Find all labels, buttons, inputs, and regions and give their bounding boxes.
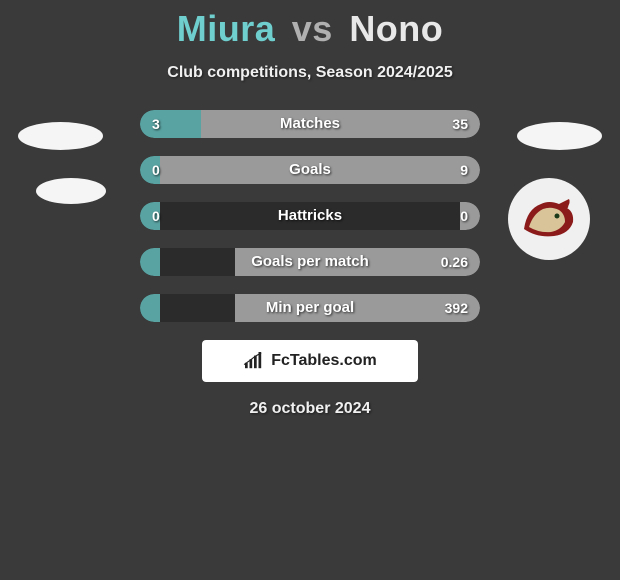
stat-bars: 3Matches350Goals90Hattricks0Goals per ma… xyxy=(140,110,480,322)
subtitle: Club competitions, Season 2024/2025 xyxy=(0,64,620,82)
bar-label: Goals xyxy=(140,156,480,184)
bar-right-value: 35 xyxy=(452,110,468,138)
stat-bar: 0Hattricks0 xyxy=(140,202,480,230)
left-player-photo xyxy=(36,178,106,204)
right-team-logo xyxy=(517,122,602,150)
brand-footer: FcTables.com xyxy=(202,340,418,382)
bar-label: Hattricks xyxy=(140,202,480,230)
bar-label: Goals per match xyxy=(140,248,480,276)
right-player-badge xyxy=(508,178,590,260)
bar-right-value: 0.26 xyxy=(441,248,468,276)
bar-label: Min per goal xyxy=(140,294,480,322)
comparison-title: Miura vs Nono xyxy=(0,0,620,50)
snapshot-date: 26 october 2024 xyxy=(0,400,620,418)
bar-right-value: 0 xyxy=(460,202,468,230)
stat-bar: 3Matches35 xyxy=(140,110,480,138)
bar-right-value: 392 xyxy=(445,294,468,322)
stat-bar: 0Goals9 xyxy=(140,156,480,184)
bar-chart-icon xyxy=(243,352,265,370)
coyote-icon xyxy=(519,194,579,244)
player1-name: Miura xyxy=(177,8,276,49)
stat-bar: Goals per match0.26 xyxy=(140,248,480,276)
left-team-logo xyxy=(18,122,103,150)
vs-separator: vs xyxy=(292,8,333,49)
stat-bar: Min per goal392 xyxy=(140,294,480,322)
bar-label: Matches xyxy=(140,110,480,138)
bar-right-value: 9 xyxy=(460,156,468,184)
player2-name: Nono xyxy=(349,8,443,49)
brand-text: FcTables.com xyxy=(271,352,377,370)
